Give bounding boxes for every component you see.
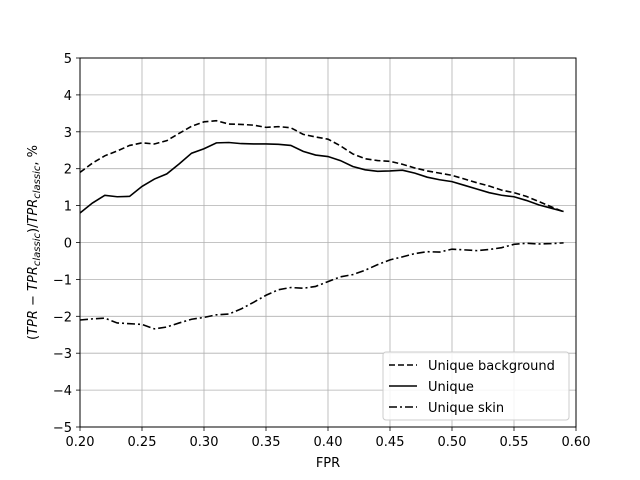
legend: Unique background Unique Unique skin	[382, 351, 570, 421]
y-tick-label: −4	[53, 384, 72, 399]
x-tick-label: 0.30	[190, 435, 219, 450]
series-line-unique-skin	[79, 242, 564, 330]
x-tick-label: 0.45	[376, 435, 405, 450]
series-lines	[79, 119, 564, 330]
y-axis-label: (TPR − TPRclassic)/TPRclassic, %	[26, 145, 43, 340]
y-tick-label: 4	[64, 89, 72, 104]
x-tick-label: 0.35	[252, 435, 281, 450]
legend-label: Unique skin	[428, 401, 504, 416]
x-tick-label: 0.55	[500, 435, 529, 450]
legend-label: Unique	[428, 380, 474, 395]
y-axis-ticks: −5 −4 −3 −2 −1 0 1 2 3 4 5	[53, 52, 80, 436]
y-tick-label: 0	[64, 237, 72, 252]
x-tick-label: 0.50	[438, 435, 467, 450]
y-tick-label: −1	[53, 273, 72, 288]
grid	[79, 57, 577, 428]
legend-box	[382, 351, 570, 421]
y-tick-label: 5	[64, 52, 72, 67]
x-tick-label: 0.25	[128, 435, 157, 450]
x-axis-ticks: 0.20 0.25 0.30 0.35 0.40 0.45 0.50 0.55 0.60	[66, 427, 591, 450]
x-tick-label: 0.40	[314, 435, 343, 450]
x-tick-label: 0.20	[66, 435, 95, 450]
y-tick-label: −5	[53, 421, 72, 436]
y-tick-label: 1	[64, 200, 72, 215]
x-tick-label: 0.60	[562, 435, 591, 450]
series-line-unique-background	[79, 119, 564, 213]
x-axis-label: FPR	[316, 456, 340, 471]
y-tick-label: −3	[53, 347, 72, 362]
y-tick-label: 2	[64, 163, 72, 178]
legend-label: Unique background	[428, 359, 555, 374]
y-tick-label: 3	[64, 126, 72, 141]
y-tick-label: −2	[53, 310, 72, 325]
series-line-unique	[79, 141, 564, 214]
